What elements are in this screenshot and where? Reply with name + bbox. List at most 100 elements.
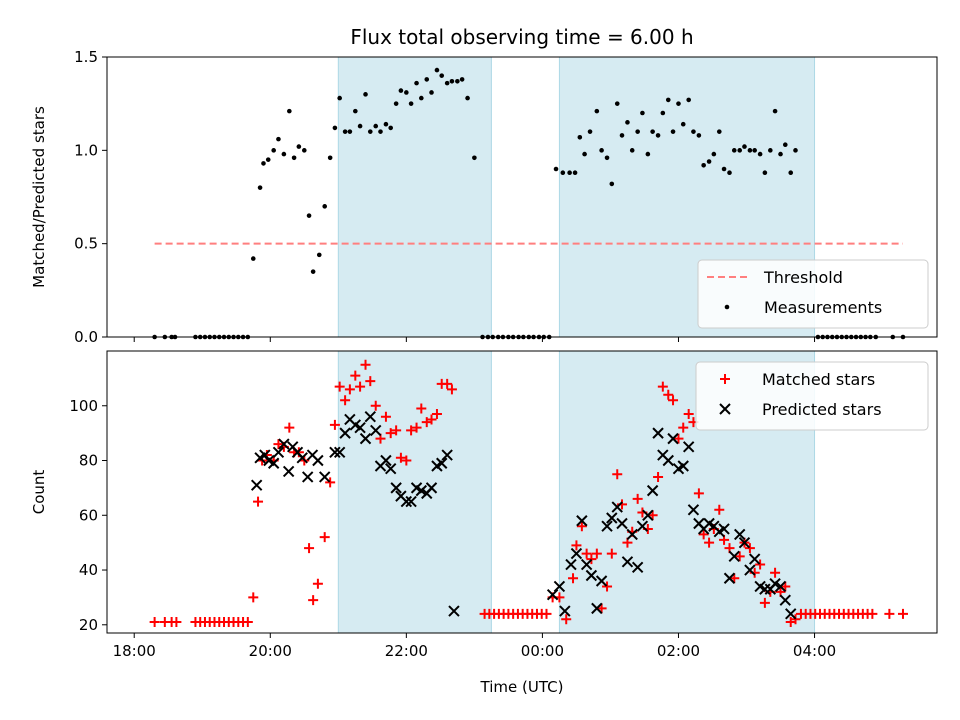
measurement-point xyxy=(737,148,743,153)
measurement-point xyxy=(419,95,424,101)
measurement-point xyxy=(439,73,445,78)
predicted-star-point xyxy=(687,504,700,516)
measurement-point xyxy=(742,144,747,149)
predicted-star-point xyxy=(553,580,566,593)
predicted-star-point xyxy=(405,495,417,508)
predicted-star-point xyxy=(733,528,746,541)
x-tick-label: 18:00 xyxy=(113,642,156,660)
measurement-point xyxy=(587,129,593,134)
matched-star-point xyxy=(790,614,801,625)
predicted-star-point xyxy=(250,479,263,491)
top-y-tick-label: 1.0 xyxy=(74,141,98,159)
matched-star-point xyxy=(426,414,437,425)
measurement-point xyxy=(778,151,783,157)
matched-star-point xyxy=(385,428,396,439)
predicted-star-point xyxy=(436,457,448,469)
bottom-shaded-interval-0 xyxy=(337,350,492,634)
predicted-legend-swatch xyxy=(719,403,731,415)
matched-star-point xyxy=(319,532,330,543)
matched-star-point xyxy=(698,529,709,540)
matched-star-point xyxy=(541,608,552,619)
matched-star-point xyxy=(365,376,376,387)
measurement-point xyxy=(665,97,671,103)
measurement-point xyxy=(306,213,312,218)
measurement-point xyxy=(650,129,655,134)
predicted-star-point xyxy=(565,558,577,571)
predicted-star-point xyxy=(718,523,730,535)
predicted-star-point xyxy=(339,427,351,439)
matched-star-point xyxy=(729,573,740,584)
predicted-star-point xyxy=(559,605,571,617)
predicted-star-point xyxy=(723,572,736,584)
measurement-point xyxy=(347,129,353,134)
matched-star-point xyxy=(360,359,371,370)
measurement-point xyxy=(691,129,696,134)
measurement-point xyxy=(261,161,266,166)
measurement-point xyxy=(367,129,373,134)
measurement-point xyxy=(727,170,732,176)
measurement-point xyxy=(716,129,722,134)
chart-title: Flux total observing time = 6.00 h xyxy=(350,25,693,49)
measurement-point xyxy=(265,157,271,162)
matched-star-point xyxy=(714,504,725,515)
legend-box xyxy=(695,361,929,431)
predicted-star-point xyxy=(400,495,413,508)
measurement-point xyxy=(257,185,263,190)
measurement-point xyxy=(429,90,434,95)
matched-star-point xyxy=(401,455,412,466)
measurement-point xyxy=(342,129,348,134)
predicted-star-point xyxy=(621,556,634,568)
predicted-star-point xyxy=(626,528,638,541)
measurement-point xyxy=(414,80,419,86)
bottom-y-tick-label: 80 xyxy=(79,452,98,470)
matched-star-point xyxy=(657,381,668,392)
matched-star-point xyxy=(242,617,253,628)
measurement-point xyxy=(660,110,666,116)
matched-star-point xyxy=(571,540,582,551)
measurement-point xyxy=(788,170,794,176)
measurement-point xyxy=(619,133,625,138)
matched-star-point xyxy=(284,422,295,433)
matched-star-point xyxy=(663,389,674,400)
measurement-point xyxy=(332,125,338,131)
measurement-point xyxy=(287,108,292,114)
matched-star-point xyxy=(576,521,587,532)
matched-star-point xyxy=(248,592,259,603)
measurement-point xyxy=(609,181,615,187)
predicted-star-point xyxy=(591,602,603,615)
predicted-star-point xyxy=(606,512,618,524)
matched-star-point xyxy=(867,608,878,619)
matched-star-point xyxy=(653,471,664,482)
predicted-star-point xyxy=(333,446,346,459)
measurement-point xyxy=(757,151,763,157)
measurement-point xyxy=(768,148,773,153)
predicted-star-point xyxy=(682,441,695,453)
predicted-star-point xyxy=(384,463,397,475)
matched-star-point xyxy=(759,597,770,608)
matched-star-point xyxy=(446,384,457,395)
predicted-star-point xyxy=(667,432,679,445)
measurement-point xyxy=(635,129,640,134)
matched-star-point xyxy=(755,559,766,570)
measurement-point xyxy=(676,101,681,106)
matched-star-point xyxy=(683,408,694,419)
matched-star-point xyxy=(568,573,579,584)
top-panel: 0.0 0.5 1.0 1.5 Matched/Predicted stars Thres… xyxy=(30,48,938,346)
measurement-point xyxy=(424,77,430,82)
measurement-point xyxy=(793,148,798,153)
matched-star-point xyxy=(591,548,602,559)
matched-star-point xyxy=(308,595,319,606)
measurement-point xyxy=(747,148,753,153)
top-legend: Threshold Measurements xyxy=(697,259,929,329)
matched-star-point xyxy=(355,381,366,392)
legend-label: Threshold xyxy=(763,268,843,287)
measurement-point xyxy=(594,108,600,114)
predicted-star-point xyxy=(744,564,756,576)
top-y-tick-label: 0.0 xyxy=(74,328,98,346)
predicted-star-point xyxy=(267,457,280,469)
top-y-axis-label: Matched/Predicted stars xyxy=(30,106,48,288)
matched-star-point xyxy=(395,452,406,463)
predicted-star-point xyxy=(425,482,438,494)
predicted-star-point xyxy=(296,452,308,464)
predicted-star-point xyxy=(390,482,402,494)
